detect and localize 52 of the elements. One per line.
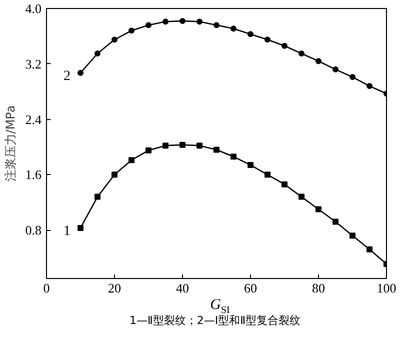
point	[316, 58, 322, 64]
x-tick-label: 40	[176, 280, 189, 296]
point	[78, 70, 84, 76]
point	[196, 18, 202, 25]
point	[230, 154, 236, 160]
x-tick-label: 0	[43, 280, 50, 296]
x-tick-label: 80	[312, 280, 325, 296]
text: 1—Ⅱ型裂纹；2—Ⅰ型和Ⅱ型复合裂纹	[129, 314, 301, 329]
point	[214, 22, 220, 28]
point	[316, 206, 322, 212]
y-tick-label: 2.4	[25, 112, 42, 127]
point	[196, 142, 202, 149]
point	[78, 224, 84, 231]
point	[146, 147, 152, 154]
point	[180, 142, 186, 148]
point	[282, 42, 288, 49]
series-label: 2	[64, 68, 70, 84]
point	[94, 50, 100, 56]
y-tick-label: 4.0	[25, 1, 42, 16]
point	[332, 218, 338, 225]
point	[162, 142, 168, 149]
point	[366, 246, 372, 252]
legend-label: 1	[64, 224, 70, 239]
point	[350, 74, 356, 80]
point	[230, 26, 236, 32]
point	[298, 194, 304, 200]
y-axis-title: 注浆压力/MPa	[3, 105, 18, 182]
point	[264, 172, 270, 178]
y-tick-label: 3.2	[25, 56, 42, 72]
point	[350, 232, 356, 239]
point	[366, 83, 372, 90]
x-tick-label: 100	[376, 280, 396, 296]
point	[298, 50, 304, 56]
point	[112, 172, 118, 178]
x-axis-title: G$_{SI}$	[210, 297, 230, 316]
y-tick-label: 0.8	[25, 222, 42, 238]
point	[180, 18, 186, 24]
point	[332, 66, 338, 72]
point	[214, 146, 220, 153]
point	[162, 18, 168, 25]
point	[264, 36, 270, 43]
point	[112, 36, 118, 43]
point	[248, 31, 254, 38]
x-tick-label: 20	[108, 280, 121, 296]
point	[128, 28, 134, 34]
point	[146, 22, 152, 28]
x-tick-label: 60	[244, 280, 257, 296]
point	[248, 162, 254, 168]
point	[282, 181, 288, 188]
point	[128, 157, 134, 164]
y-tick-label: 1.6	[25, 167, 42, 182]
point	[94, 194, 100, 200]
